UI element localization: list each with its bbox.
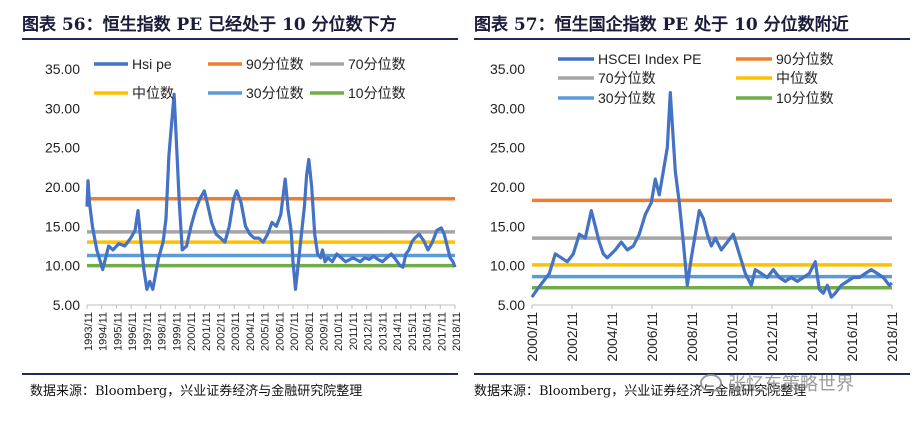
x-tick-label: 2015/11 xyxy=(407,312,419,351)
x-tick-label: 1997/11 xyxy=(142,312,154,351)
legend-label: 30分位数 xyxy=(246,85,304,101)
source-note-hsi: 数据来源：Bloomberg，兴业证券经济与金融研究院整理 xyxy=(30,384,363,399)
x-tick-label: 2013/11 xyxy=(377,312,389,351)
x-tick-label: 2009/11 xyxy=(319,312,331,351)
y-tick-label: 20.00 xyxy=(490,179,525,195)
x-tick-label: 2005/11 xyxy=(260,312,272,351)
x-tick-label: 1995/11 xyxy=(112,312,124,351)
x-tick-label: 2006/11 xyxy=(274,312,286,351)
x-tick-label: 2010/11 xyxy=(724,312,740,362)
wechat-icon xyxy=(700,374,722,392)
y-tick-label: 10.00 xyxy=(45,258,80,274)
watermark-text: 张忆东策略世界 xyxy=(728,374,854,395)
source-note-hscei: 数据来源：Bloomberg，兴业证券经济与金融研究院整理 xyxy=(474,384,807,399)
legend-label: Hsi pe xyxy=(132,56,172,72)
y-tick-label: 30.00 xyxy=(45,100,80,116)
x-tick-label: 2000/11 xyxy=(186,312,198,351)
title-rule xyxy=(474,38,910,40)
legend-label: 中位数 xyxy=(776,70,818,86)
y-tick-label: 15.00 xyxy=(490,218,525,234)
y-tick-label: 30.00 xyxy=(490,100,525,116)
chart-hsi-pe: 35.00 30.00 25.00 20.00 15.00 10.00 5.001993/1… xyxy=(45,56,460,351)
chart-hscei-pe: 35.00 30.00 25.00 20.00 15.00 10.00 5.002000/1… xyxy=(490,51,900,362)
x-tick-label: 2017/11 xyxy=(436,312,448,351)
x-tick-label: 2003/11 xyxy=(230,312,242,351)
legend-label: HSCEI Index PE xyxy=(598,51,702,67)
y-tick-label: 25.00 xyxy=(490,140,525,156)
x-tick-label: 2002/11 xyxy=(215,312,227,351)
x-tick-label: 2016/11 xyxy=(422,312,434,351)
title-rule xyxy=(22,38,458,40)
y-tick-label: 35.00 xyxy=(490,61,525,77)
y-tick-label: 5.00 xyxy=(53,297,80,313)
x-tick-label: 2006/11 xyxy=(644,312,660,362)
x-tick-label: 2008/11 xyxy=(684,312,700,362)
x-tick-label: 2010/11 xyxy=(333,312,345,351)
legend-label: 中位数 xyxy=(132,85,174,101)
x-tick-label: 2014/11 xyxy=(804,312,820,362)
x-tick-label: 2011/11 xyxy=(348,312,360,350)
y-tick-label: 25.00 xyxy=(45,140,80,156)
x-tick-label: 1999/11 xyxy=(171,312,183,351)
x-tick-label: 1994/11 xyxy=(98,312,110,351)
x-tick-label: 2001/11 xyxy=(201,312,213,351)
y-tick-label: 5.00 xyxy=(498,297,525,313)
chart-panel-hscei: 图表 57：恒生国企指数 PE 处于 10 分位数附近 35.00 30.00 25… xyxy=(468,0,916,421)
x-tick-label: 2002/11 xyxy=(564,312,580,362)
legend-label: 10分位数 xyxy=(776,90,834,106)
y-tick-label: 35.00 xyxy=(45,61,80,77)
x-tick-label: 2007/11 xyxy=(289,312,301,351)
watermark: 张忆东策略世界 xyxy=(700,370,854,396)
x-tick-label: 2012/11 xyxy=(764,312,780,362)
x-tick-label: 2018/11 xyxy=(884,312,900,362)
x-tick-label: 1996/11 xyxy=(127,312,139,351)
x-tick-label: 2014/11 xyxy=(392,312,404,351)
x-tick-label: 2012/11 xyxy=(363,312,375,351)
chart-title-hscei: 图表 57：恒生国企指数 PE 处于 10 分位数附近 xyxy=(474,15,849,35)
y-tick-label: 10.00 xyxy=(490,258,525,274)
legend-label: 30分位数 xyxy=(598,90,656,106)
legend-label: 70分位数 xyxy=(348,56,406,72)
legend-label: 90分位数 xyxy=(776,51,834,67)
y-tick-label: 15.00 xyxy=(45,218,80,234)
pe-series-line xyxy=(530,90,893,299)
x-tick-label: 2016/11 xyxy=(844,312,860,362)
pe-series-line xyxy=(85,92,457,291)
x-tick-label: 2004/11 xyxy=(245,312,257,351)
x-tick-label: 2008/11 xyxy=(304,312,316,351)
source-rule xyxy=(474,373,910,375)
chart-title-hsi: 图表 56：恒生指数 PE 已经处于 10 分位数下方 xyxy=(22,15,397,35)
x-tick-label: 2004/11 xyxy=(604,312,620,362)
y-tick-label: 20.00 xyxy=(45,179,80,195)
legend-label: 90分位数 xyxy=(246,56,304,72)
source-rule xyxy=(22,373,458,375)
chart-panel-hsi: 图表 56：恒生指数 PE 已经处于 10 分位数下方 35.00 30.00 25… xyxy=(22,15,460,399)
x-tick-label: 2000/11 xyxy=(524,312,540,362)
x-tick-label: 1998/11 xyxy=(157,312,169,351)
x-tick-label: 2018/11 xyxy=(451,312,460,351)
legend-label: 70分位数 xyxy=(598,70,656,86)
legend-label: 10分位数 xyxy=(348,85,406,101)
x-tick-label: 1993/11 xyxy=(83,312,95,351)
